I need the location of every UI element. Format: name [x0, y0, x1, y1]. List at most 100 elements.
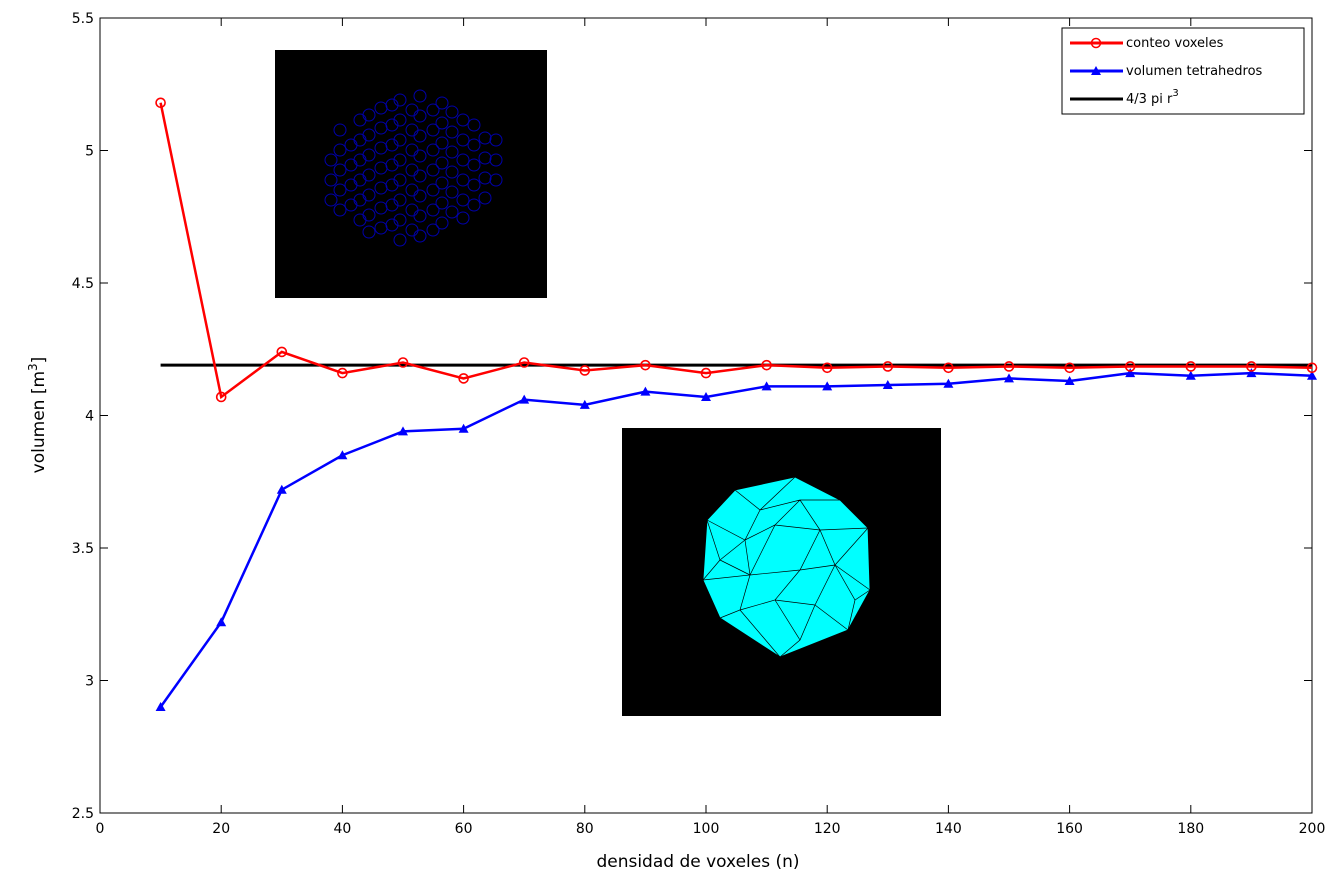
data-point-tetra: [458, 423, 469, 433]
voxel-circle: [426, 203, 440, 217]
data-point-tetra: [1125, 368, 1136, 378]
voxel-circle: [385, 218, 399, 232]
voxel-circle: [489, 173, 503, 187]
x-axis-title: densidad de voxeles (n): [596, 852, 799, 872]
y-axis-title: volumen [m3]: [26, 357, 49, 474]
voxel-circle: [426, 223, 440, 237]
voxel-circle: [467, 118, 481, 132]
voxel-circle: [333, 123, 347, 137]
voxel-circle: [385, 118, 399, 132]
data-point-conteo: [518, 357, 530, 368]
data-point-conteo: [155, 97, 166, 109]
y-tick-label: 2.5: [72, 806, 94, 822]
voxel-circle: [456, 153, 470, 167]
voxel-circle: [467, 138, 481, 152]
series-line-1: [159, 371, 1313, 708]
x-tick-label: 160: [1056, 821, 1083, 837]
x-tick-label: 20: [212, 821, 230, 837]
data-point-tetra: [155, 702, 166, 711]
data-point-tetra: [276, 484, 287, 494]
data-point-tetra: [943, 378, 954, 388]
data-point-conteo: [761, 359, 772, 371]
x-tick-label: 60: [455, 821, 473, 837]
voxel-circle: [445, 105, 459, 119]
voxel-circle: [333, 163, 347, 177]
voxel-circle: [362, 188, 376, 202]
voxel-circle: [435, 156, 449, 170]
data-point-conteo: [458, 373, 469, 384]
voxel-circle: [489, 133, 503, 147]
voxel-circle: [478, 151, 492, 165]
voxel-circle: [385, 158, 399, 172]
voxel-circle: [324, 153, 338, 167]
voxel-circle: [324, 173, 338, 187]
voxel-circle: [385, 98, 399, 112]
x-tick-label: 40: [333, 821, 351, 837]
data-point-tetra: [1064, 376, 1075, 386]
data-point-tetra: [701, 391, 711, 401]
voxel-circle: [393, 153, 407, 167]
voxel-circle: [478, 131, 492, 145]
voxel-circle: [456, 133, 470, 147]
y-tick-label: 5.5: [72, 11, 94, 27]
data-point-conteo: [397, 357, 409, 368]
voxel-circle: [362, 128, 376, 142]
data-point-tetra: [216, 617, 227, 627]
x-tick-label: 0: [96, 821, 105, 837]
x-tick-label: 80: [576, 821, 594, 837]
voxel-circle: [413, 209, 427, 223]
voxel-circle: [489, 153, 503, 167]
voxel-circle: [467, 158, 481, 172]
voxel-circle: [413, 89, 427, 103]
voxel-circle: [467, 178, 481, 192]
voxel-circle: [393, 173, 407, 187]
x-tick-label: 120: [814, 821, 841, 837]
voxel-circle: [478, 171, 492, 185]
voxel-circle: [413, 149, 427, 163]
voxel-circle: [362, 148, 376, 162]
data-point-tetra: [579, 399, 590, 409]
voxel-circle: [393, 193, 407, 207]
data-point-tetra: [761, 381, 772, 391]
data-point-conteo: [943, 362, 954, 374]
data-point-conteo: [1064, 362, 1075, 374]
x-tick-labels: 0 20 40 60 80 100 120 140 160 180 200: [96, 821, 1326, 837]
x-tick-label: 180: [1177, 821, 1204, 837]
data-point-conteo: [579, 365, 591, 376]
voxel-circle: [413, 109, 427, 123]
data-point-conteo: [276, 346, 288, 358]
legend: conteo voxeles volumen tetrahedros 4/3 p…: [1061, 27, 1305, 115]
legend-marker-tetra: [1091, 66, 1101, 75]
voxel-circle: [456, 193, 470, 207]
voxel-circle: [445, 165, 459, 179]
data-point-tetra: [1246, 368, 1257, 378]
voxel-centers-inset: [275, 50, 547, 298]
voxel-circle: [426, 103, 440, 117]
legend-marker-conteo: [1090, 37, 1102, 49]
voxel-circle: [393, 93, 407, 107]
data-point-tetra: [882, 380, 893, 390]
legend-label-analytic: 4/3 pi r3: [1126, 88, 1179, 107]
voxel-circle: [426, 183, 440, 197]
data-point-conteo: [1306, 362, 1318, 374]
data-point-conteo: [337, 367, 348, 379]
voxel-circle: [393, 233, 407, 247]
voxel-circle: [324, 193, 338, 207]
y-tick-label: 3: [85, 674, 94, 690]
voxel-circle: [435, 216, 449, 230]
voxel-circle: [362, 225, 376, 239]
voxel-circle: [333, 203, 347, 217]
legend-label-conteo: conteo voxeles: [1126, 36, 1224, 51]
voxel-circle: [435, 136, 449, 150]
voxel-circle: [393, 113, 407, 127]
data-point-conteo: [1124, 361, 1136, 372]
y-tick-label: 4.5: [72, 276, 94, 292]
voxel-circle: [426, 123, 440, 137]
y-tick-label: 4: [85, 409, 94, 425]
data-point-tetra: [1307, 370, 1317, 380]
data-point-tetra: [1185, 370, 1196, 380]
voxel-circle: [385, 138, 399, 152]
voxel-circle: [456, 113, 470, 127]
x-tick-label: 100: [693, 821, 720, 837]
